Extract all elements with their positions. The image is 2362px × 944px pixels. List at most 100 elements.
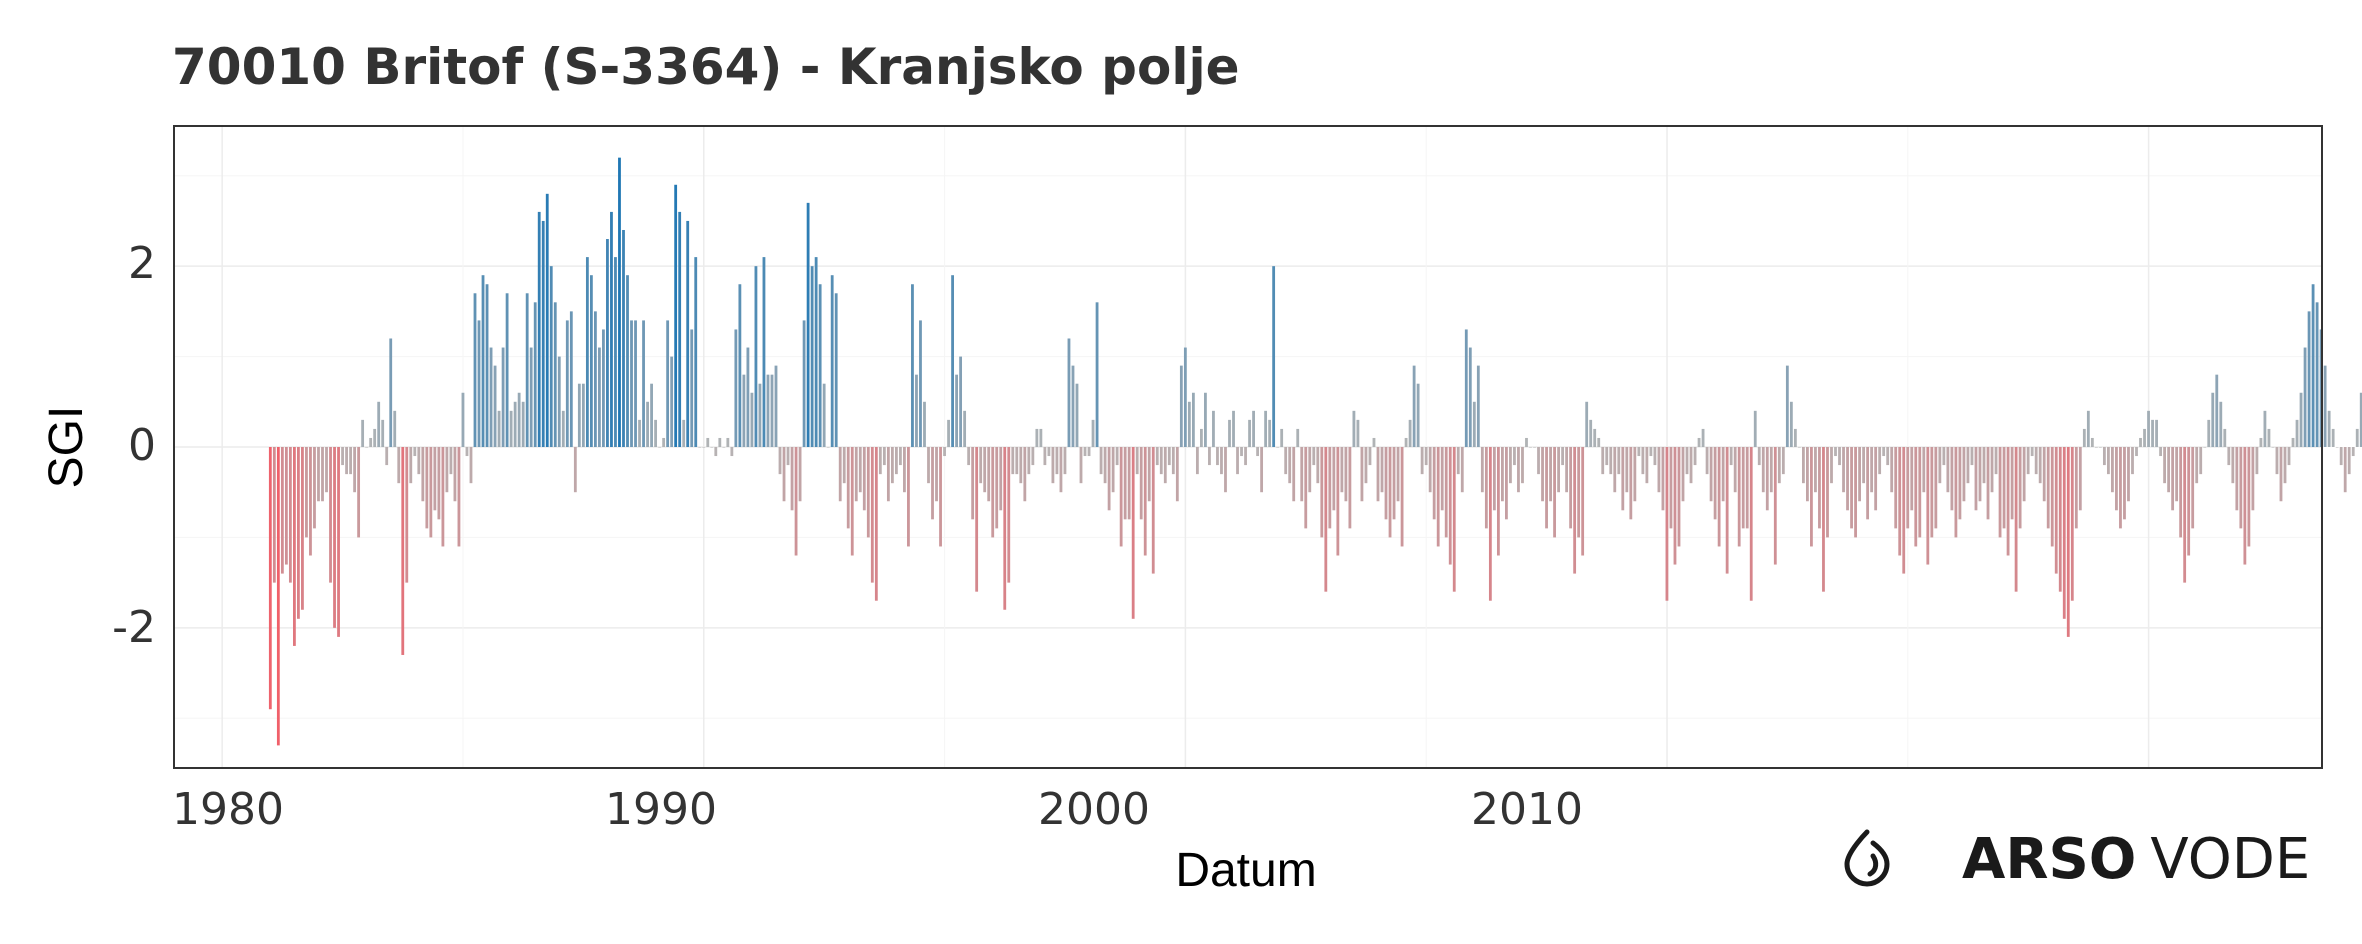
- sgi-bar: [1035, 428, 1039, 447]
- sgi-bar: [401, 447, 405, 655]
- sgi-bar: [545, 193, 549, 447]
- sgi-bar: [770, 374, 774, 447]
- sgi-bar: [1091, 419, 1095, 447]
- sgi-bar: [1216, 447, 1219, 466]
- sgi-bar: [931, 447, 934, 520]
- sgi-bar: [1460, 447, 1464, 493]
- sgi-bar: [1954, 447, 1958, 538]
- sgi-bar: [1830, 447, 1833, 484]
- sgi-bar: [650, 383, 653, 447]
- sgi-bar: [1601, 447, 1605, 475]
- sgi-bar: [361, 419, 365, 447]
- sgi-bar: [1087, 447, 1091, 457]
- sgi-bar: [1195, 447, 1199, 475]
- sgi-bar: [1982, 447, 1986, 484]
- sgi-bar: [878, 447, 882, 475]
- sgi-bar: [826, 447, 830, 448]
- sgi-bar: [1260, 447, 1264, 493]
- sgi-bar: [1557, 447, 1560, 493]
- sgi-bar: [1657, 447, 1661, 493]
- sgi-bar: [1962, 447, 1966, 502]
- sgi-bar: [337, 447, 340, 637]
- sgi-bar: [409, 447, 413, 484]
- sgi-bar: [1412, 365, 1416, 447]
- sgi-bar: [1356, 419, 1360, 447]
- sgi-bar: [794, 447, 798, 556]
- sgi-bar: [2203, 447, 2207, 448]
- sgi-bar: [1757, 447, 1761, 466]
- sgi-bar: [778, 447, 782, 475]
- sgi-bar: [2255, 447, 2259, 475]
- sgi-bar: [1753, 410, 1757, 447]
- sgi-bar: [1553, 447, 1556, 538]
- sgi-bar: [1167, 447, 1171, 466]
- sgi-bar: [493, 365, 497, 447]
- sgi-bar: [1212, 410, 1215, 447]
- sgi-bar: [1681, 447, 1685, 502]
- sgi-bar: [2239, 447, 2243, 529]
- y-tick-label: -2: [112, 602, 156, 653]
- sgi-bar: [1777, 447, 1781, 484]
- sgi-bar: [1139, 447, 1143, 520]
- sgi-bar: [1051, 447, 1055, 484]
- sgi-bar: [1958, 447, 1962, 520]
- sgi-bar: [802, 320, 806, 447]
- sgi-bar: [967, 447, 971, 466]
- sgi-bar: [357, 447, 361, 538]
- sgi-bar: [2271, 447, 2275, 448]
- sgi-bar: [1838, 447, 1841, 466]
- sgi-bar: [2247, 447, 2251, 547]
- sgi-bar: [473, 293, 477, 447]
- sgi-bar: [2315, 302, 2319, 447]
- sgi-bar: [1336, 447, 1340, 556]
- sgi-bar: [758, 383, 762, 447]
- sgi-bar: [1019, 447, 1023, 484]
- sgi-bar: [1926, 447, 1930, 565]
- sgi-bar: [1039, 428, 1043, 447]
- sgi-bar: [1252, 410, 1255, 447]
- sgi-bar: [2135, 447, 2138, 457]
- sgi-bar: [1480, 447, 1484, 493]
- sgi-bar: [309, 447, 312, 556]
- sgi-bar: [1866, 447, 1870, 520]
- sgi-bar: [1806, 447, 1809, 502]
- sgi-bar: [2115, 447, 2118, 511]
- sgi-bar: [746, 347, 750, 447]
- sgi-bar: [1240, 447, 1243, 457]
- sgi-bar: [1324, 447, 1328, 592]
- sgi-bar: [1384, 447, 1388, 520]
- sgi-bar: [1990, 447, 1994, 493]
- sgi-bar: [317, 447, 320, 502]
- sgi-bar: [1826, 447, 1829, 538]
- sgi-bar: [2155, 419, 2158, 447]
- sgi-bar: [1368, 447, 1372, 466]
- sgi-bar: [433, 447, 437, 511]
- sgi-bar: [1834, 447, 1837, 457]
- sgi-bar: [899, 447, 902, 466]
- sgi-bar: [2107, 447, 2110, 475]
- sgi-bar: [1147, 447, 1151, 502]
- sgi-bar: [1027, 447, 1031, 475]
- sgi-bar: [2018, 447, 2022, 529]
- bar-series: [268, 157, 2362, 746]
- sgi-bar: [1677, 447, 1681, 547]
- sgi-bar: [642, 320, 645, 447]
- sgi-bar: [485, 284, 489, 447]
- sgi-bar: [1910, 447, 1914, 511]
- sgi-bar: [1737, 447, 1741, 547]
- sgi-bar: [730, 447, 734, 457]
- x-tick-label: 1980: [172, 784, 284, 835]
- sgi-bar: [726, 437, 730, 447]
- sgi-bar: [2054, 447, 2058, 574]
- sgi-bar: [2251, 447, 2255, 511]
- sgi-bar: [1918, 447, 1922, 538]
- sgi-bar: [2355, 428, 2359, 447]
- sgi-bar: [1352, 410, 1356, 447]
- sgi-bar: [1802, 447, 1805, 484]
- sgi-bar: [1545, 447, 1548, 529]
- sgi-bar: [272, 447, 276, 583]
- sgi-bar: [1099, 447, 1103, 475]
- sgi-bar: [1232, 410, 1235, 447]
- sgi-bar: [1360, 447, 1364, 502]
- sgi-bar: [927, 447, 930, 484]
